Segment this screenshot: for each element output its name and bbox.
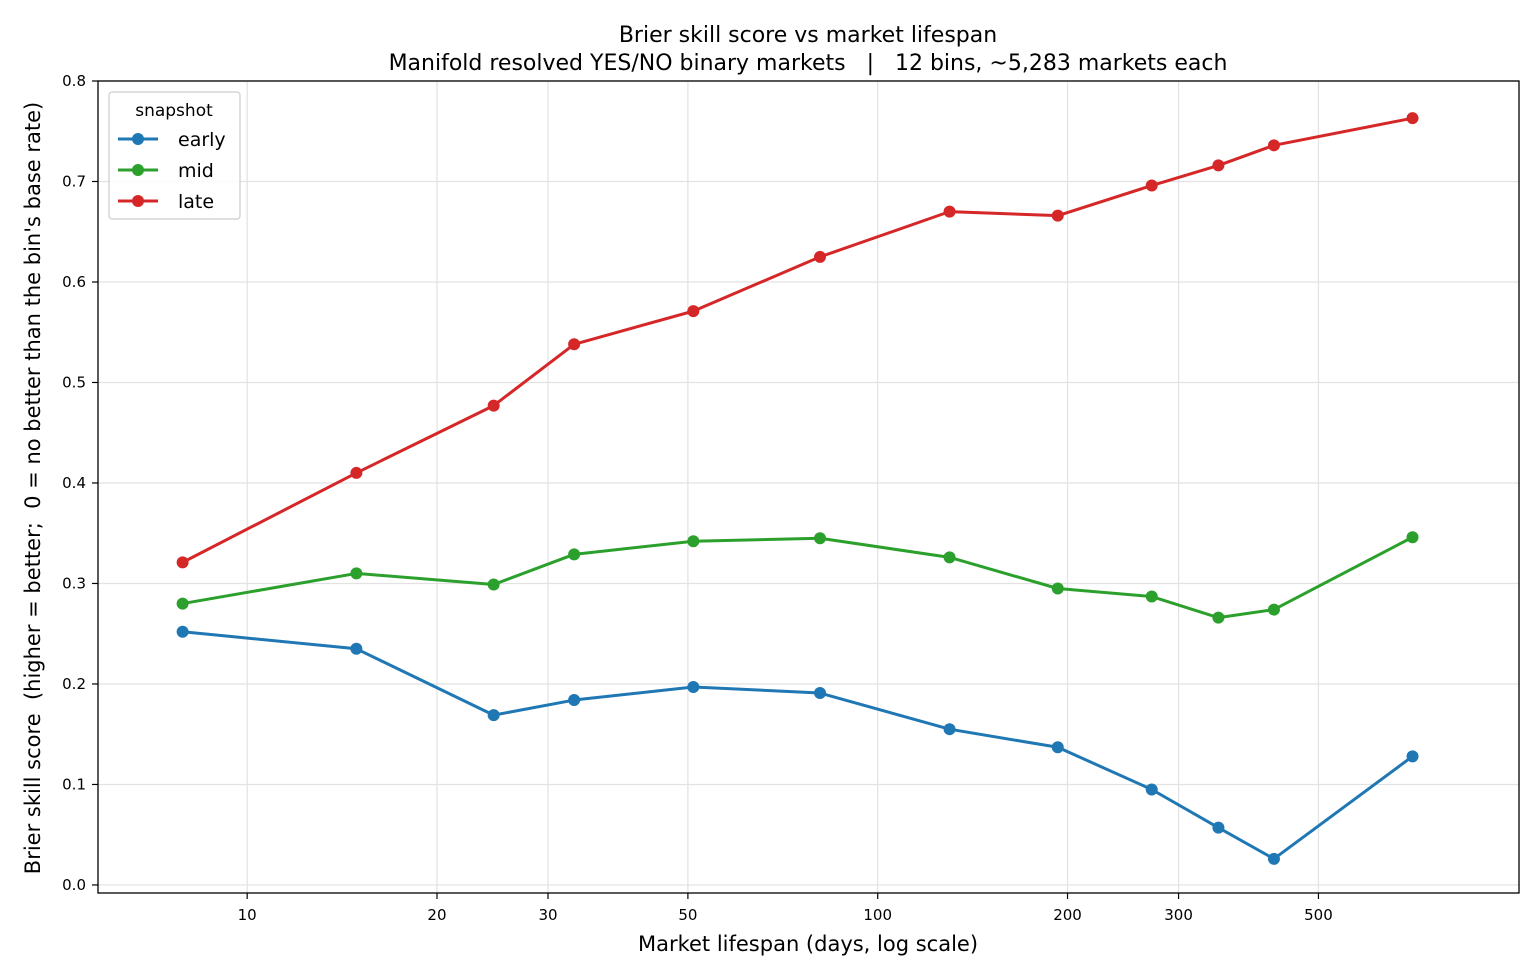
legend-label-late: late: [178, 191, 214, 213]
x-axis-ticks: 10 20 30 50 100 200 300 500: [238, 893, 1333, 924]
data-point-early: [814, 687, 827, 700]
series-line-early: [181, 630, 1415, 861]
series-mid: [176, 531, 1419, 624]
legend: snapshot early mid late: [108, 91, 241, 220]
data-point-early: [1145, 783, 1158, 796]
data-point-mid: [943, 551, 956, 564]
data-point-late: [687, 305, 700, 318]
legend-marker-early: [132, 133, 144, 145]
legend-entries: early mid late: [118, 129, 226, 213]
data-point-mid: [1051, 582, 1064, 595]
legend-label-mid: mid: [178, 160, 214, 182]
data-point-late: [176, 556, 189, 569]
data-point-mid: [1406, 531, 1419, 544]
data-point-late: [943, 205, 956, 218]
y-tick-label: 0.2: [62, 675, 86, 693]
data-point-mid: [1212, 611, 1225, 624]
data-point-early: [487, 709, 500, 722]
y-tick-label: 0.5: [62, 373, 86, 391]
chart-title: Brier skill score vs market lifespan: [619, 23, 997, 48]
y-tick-label: 0.6: [62, 273, 86, 291]
data-point-mid: [1145, 590, 1158, 603]
y-axis-ticks: 0.0 0.1 0.2 0.3 0.4 0.5 0.6 0.7 0.8: [62, 72, 98, 894]
legend-title: snapshot: [135, 101, 213, 121]
data-point-late: [1145, 179, 1158, 192]
data-point-late: [487, 399, 500, 412]
y-tick-label: 0.1: [62, 775, 86, 793]
x-tick-label: 300: [1164, 906, 1193, 924]
legend-label-early: early: [178, 129, 226, 151]
data-point-late: [1051, 209, 1064, 222]
data-point-mid: [568, 548, 581, 561]
data-point-mid: [1267, 603, 1280, 616]
legend-entry-late: late: [118, 191, 214, 213]
x-tick-label: 30: [538, 906, 557, 924]
data-point-early: [1267, 852, 1280, 865]
grid: [98, 80, 1519, 893]
data-point-late: [1212, 159, 1225, 172]
x-tick-label: 10: [238, 906, 257, 924]
legend-box: [108, 91, 241, 220]
data-point-late: [350, 466, 363, 479]
y-tick-label: 0.3: [62, 574, 86, 592]
series-layer: [176, 112, 1419, 865]
series-early: [176, 625, 1419, 865]
data-point-late: [1267, 139, 1280, 152]
data-point-mid: [350, 567, 363, 580]
series-line-late: [181, 116, 1415, 564]
data-point-early: [568, 694, 581, 707]
x-tick-label: 100: [863, 906, 892, 924]
data-point-early: [176, 625, 189, 638]
x-tick-label: 500: [1304, 906, 1333, 924]
plot-frame: [97, 80, 1520, 894]
data-point-late: [1406, 112, 1419, 125]
y-tick-label: 0.0: [62, 876, 86, 894]
data-point-mid: [814, 532, 827, 545]
legend-entry-early: early: [118, 129, 226, 151]
y-axis-label: Brier skill score (higher = better; 0 = …: [21, 102, 45, 874]
data-point-early: [1406, 750, 1419, 763]
chart-subtitle: Manifold resolved YES/NO binary markets …: [389, 51, 1228, 76]
data-point-early: [1212, 821, 1225, 834]
data-point-mid: [176, 597, 189, 610]
legend-marker-late: [132, 195, 144, 207]
legend-entry-mid: mid: [118, 160, 214, 182]
series-line-mid: [181, 535, 1415, 620]
series-late: [176, 112, 1419, 569]
y-tick-label: 0.8: [62, 72, 86, 90]
data-point-late: [814, 250, 827, 263]
data-point-mid: [487, 578, 500, 591]
data-point-early: [943, 723, 956, 736]
data-point-early: [350, 642, 363, 655]
x-tick-label: 50: [678, 906, 697, 924]
data-point-late: [568, 338, 581, 351]
data-point-early: [687, 680, 700, 693]
x-tick-label: 200: [1053, 906, 1082, 924]
legend-marker-mid: [132, 164, 144, 176]
data-point-early: [1051, 741, 1064, 754]
x-tick-label: 20: [427, 906, 446, 924]
x-axis-label: Market lifespan (days, log scale): [638, 932, 978, 956]
data-point-mid: [687, 535, 700, 548]
y-tick-label: 0.4: [62, 474, 86, 492]
y-tick-label: 0.7: [62, 172, 86, 190]
